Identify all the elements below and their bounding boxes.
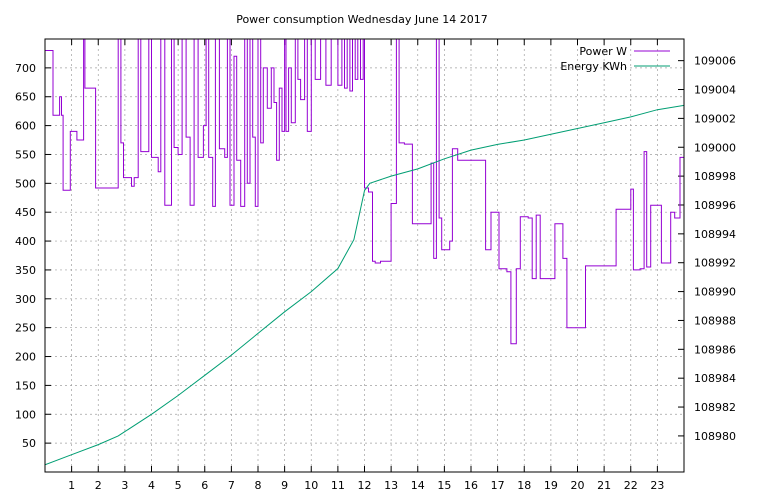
x-tick-label: 17	[491, 479, 505, 492]
x-tick-label: 14	[411, 479, 425, 492]
x-tick-label: 7	[228, 479, 235, 492]
y-right-tick-label: 108980	[694, 430, 736, 443]
series-line-energy-kwh	[45, 104, 684, 466]
legend: Power W Energy KWh	[560, 45, 670, 73]
y-right-tick-label: 108988	[694, 314, 736, 327]
y-left-tick-label: 600	[15, 120, 36, 133]
y-left-tick-label: 450	[15, 206, 36, 219]
x-tick-label: 22	[624, 479, 638, 492]
y-right-tick-label: 108994	[694, 228, 736, 241]
y-right-tick-label: 108998	[694, 170, 736, 183]
y-right-tick-label: 108992	[694, 257, 736, 270]
grid	[45, 39, 684, 472]
y-left-tick-label: 400	[15, 235, 36, 248]
series-lines	[45, 39, 684, 466]
y-left-tick-label: 500	[15, 177, 36, 190]
x-tick-label: 19	[544, 479, 558, 492]
y-right-tick-label: 109006	[694, 55, 736, 68]
y-left-tick-label: 200	[15, 351, 36, 364]
x-tick-label: 8	[255, 479, 262, 492]
y-left-tick-label: 700	[15, 62, 36, 75]
y-left-tick-label: 300	[15, 293, 36, 306]
x-tick-label: 23	[650, 479, 664, 492]
x-tick-label: 21	[597, 479, 611, 492]
x-tick-label: 16	[464, 479, 478, 492]
x-tick-label: 5	[175, 479, 182, 492]
legend-label: Power W	[579, 45, 627, 58]
x-tick-label: 6	[201, 479, 208, 492]
x-tick-label: 10	[304, 479, 318, 492]
axis-ticks: 1 2 3 4 5 6 7 8 9 10 11 12 13 14 15 16 17 18 19 20 21 22 23501…	[15, 39, 736, 492]
x-tick-label: 12	[358, 479, 372, 492]
y-left-tick-label: 150	[15, 379, 36, 392]
series-line-power-w	[45, 39, 684, 345]
x-tick-label: 20	[571, 479, 585, 492]
y-right-tick-label: 109002	[694, 112, 736, 125]
y-right-tick-label: 108990	[694, 286, 736, 299]
y-left-tick-label: 100	[15, 408, 36, 421]
y-right-tick-label: 109000	[694, 141, 736, 154]
x-tick-label: 11	[331, 479, 345, 492]
y-left-tick-label: 550	[15, 148, 36, 161]
plot-frame	[44, 38, 685, 473]
y-left-tick-label: 250	[15, 322, 36, 335]
x-tick-label: 1	[68, 479, 75, 492]
x-tick-label: 2	[95, 479, 102, 492]
x-tick-label: 18	[517, 479, 531, 492]
y-left-tick-label: 650	[15, 91, 36, 104]
y-right-tick-label: 108984	[694, 372, 736, 385]
y-right-tick-label: 109004	[694, 84, 736, 97]
y-right-tick-label: 108982	[694, 401, 736, 414]
x-tick-label: 13	[384, 479, 398, 492]
x-tick-label: 9	[281, 479, 288, 492]
y-left-tick-label: 350	[15, 264, 36, 277]
legend-label: Energy KWh	[560, 60, 627, 73]
x-tick-label: 4	[148, 479, 155, 492]
chart-title: Power consumption Wednesday June 14 2017	[236, 13, 488, 26]
y-left-tick-label: 50	[22, 437, 36, 450]
x-tick-label: 3	[121, 479, 128, 492]
x-tick-label: 15	[437, 479, 451, 492]
y-right-tick-label: 108986	[694, 343, 736, 356]
y-right-tick-label: 108996	[694, 199, 736, 212]
